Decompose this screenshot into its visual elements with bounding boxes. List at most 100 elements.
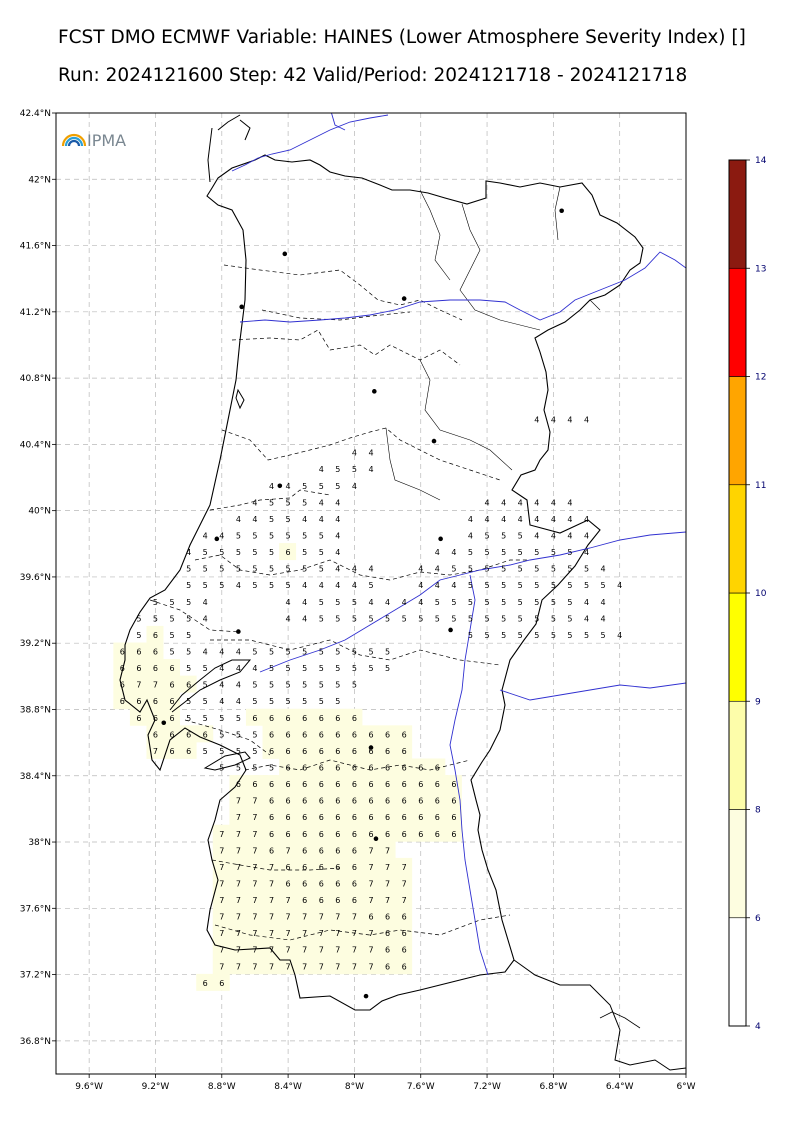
haines-value: 5 bbox=[302, 548, 307, 557]
haines-value: 6 bbox=[286, 548, 291, 557]
haines-value: 6 bbox=[286, 797, 291, 806]
fill-cell bbox=[444, 824, 462, 842]
haines-value: 7 bbox=[286, 913, 291, 922]
haines-value: 7 bbox=[236, 946, 241, 955]
haines-value: 7 bbox=[302, 929, 307, 938]
haines-value: 4 bbox=[501, 498, 506, 507]
haines-value: 7 bbox=[252, 846, 257, 855]
fill-cell bbox=[212, 857, 230, 875]
fill-cell bbox=[444, 791, 462, 809]
haines-value: 6 bbox=[335, 896, 340, 905]
haines-value: 4 bbox=[518, 498, 523, 507]
fill-cell bbox=[229, 841, 247, 859]
fill-cell bbox=[279, 708, 297, 726]
haines-value: 7 bbox=[302, 962, 307, 971]
haines-value: 5 bbox=[468, 565, 473, 574]
fill-cell bbox=[395, 874, 413, 892]
haines-value: 5 bbox=[534, 598, 539, 607]
tagus-estuary bbox=[169, 659, 252, 713]
haines-value: 6 bbox=[385, 813, 390, 822]
haines-value: 7 bbox=[236, 797, 241, 806]
haines-value: 6 bbox=[402, 813, 407, 822]
haines-value: 7 bbox=[236, 896, 241, 905]
haines-value: 4 bbox=[468, 515, 473, 524]
haines-value: 6 bbox=[302, 797, 307, 806]
haines-value: 5 bbox=[468, 614, 473, 623]
haines-value: 5 bbox=[352, 614, 357, 623]
haines-value: 5 bbox=[551, 581, 556, 590]
haines-value: 5 bbox=[451, 614, 456, 623]
haines-value: 6 bbox=[186, 681, 191, 690]
haines-value: 5 bbox=[335, 664, 340, 673]
haines-value: 6 bbox=[153, 664, 158, 673]
fill-cell bbox=[262, 957, 280, 975]
haines-value: 5 bbox=[534, 631, 539, 640]
haines-value: 5 bbox=[518, 631, 523, 640]
haines-value: 5 bbox=[203, 747, 208, 756]
haines-value: 6 bbox=[319, 896, 324, 905]
haines-value: 7 bbox=[236, 846, 241, 855]
fill-cell bbox=[345, 708, 363, 726]
haines-value: 5 bbox=[219, 565, 224, 574]
fill-cell bbox=[395, 940, 413, 958]
fill-cell bbox=[312, 957, 330, 975]
haines-value: 5 bbox=[153, 614, 158, 623]
haines-value: 7 bbox=[368, 863, 373, 872]
haines-value: 4 bbox=[319, 515, 324, 524]
haines-value: 6 bbox=[286, 763, 291, 772]
fill-cell bbox=[395, 808, 413, 826]
colorbar-bin bbox=[728, 267, 747, 377]
haines-value: 6 bbox=[319, 863, 324, 872]
haines-value: 4 bbox=[319, 465, 324, 474]
haines-value: 4 bbox=[219, 697, 224, 706]
haines-value: 5 bbox=[319, 647, 324, 656]
haines-value: 5 bbox=[286, 681, 291, 690]
fill-cell bbox=[212, 891, 230, 909]
fill-cell bbox=[378, 940, 396, 958]
haines-value: 6 bbox=[319, 763, 324, 772]
haines-value: 7 bbox=[219, 929, 224, 938]
haines-value: 5 bbox=[368, 614, 373, 623]
haines-value: 5 bbox=[269, 548, 274, 557]
haines-value: 4 bbox=[584, 598, 589, 607]
haines-value: 4 bbox=[302, 598, 307, 607]
fill-cell bbox=[245, 857, 263, 875]
haines-value: 5 bbox=[186, 614, 191, 623]
haines-value: 4 bbox=[352, 565, 357, 574]
fill-cell bbox=[378, 808, 396, 826]
haines-value: 5 bbox=[252, 681, 257, 690]
fill-cell bbox=[146, 675, 164, 693]
haines-value: 5 bbox=[269, 763, 274, 772]
fill-cell bbox=[328, 725, 346, 743]
haines-value: 6 bbox=[435, 780, 440, 789]
colorbar-tick-label: 14 bbox=[755, 156, 767, 166]
fill-cell bbox=[129, 659, 147, 677]
haines-value: 4 bbox=[236, 581, 241, 590]
haines-value: 5 bbox=[352, 647, 357, 656]
fill-cell bbox=[279, 791, 297, 809]
haines-value: 5 bbox=[485, 532, 490, 541]
haines-value: 5 bbox=[186, 664, 191, 673]
haines-value: 6 bbox=[385, 780, 390, 789]
haines-value: 5 bbox=[335, 681, 340, 690]
haines-value: 7 bbox=[269, 962, 274, 971]
fill-cell bbox=[312, 725, 330, 743]
fill-cell bbox=[113, 659, 131, 677]
fill-cell bbox=[362, 741, 379, 759]
haines-value: 6 bbox=[402, 946, 407, 955]
haines-value: 5 bbox=[186, 598, 191, 607]
haines-value: 6 bbox=[203, 730, 208, 739]
haines-value: 5 bbox=[319, 565, 324, 574]
haines-value: 5 bbox=[501, 532, 506, 541]
haines-value: 7 bbox=[252, 913, 257, 922]
haines-value: 5 bbox=[385, 614, 390, 623]
haines-value: 6 bbox=[352, 780, 357, 789]
fill-cell bbox=[328, 924, 346, 942]
haines-value: 5 bbox=[286, 565, 291, 574]
haines-value: 5 bbox=[302, 647, 307, 656]
colorbar-tick-label: 11 bbox=[755, 481, 766, 491]
fill-cell bbox=[279, 758, 297, 776]
haines-value: 6 bbox=[352, 830, 357, 839]
fill-cell bbox=[345, 940, 363, 958]
haines-value: 5 bbox=[219, 714, 224, 723]
